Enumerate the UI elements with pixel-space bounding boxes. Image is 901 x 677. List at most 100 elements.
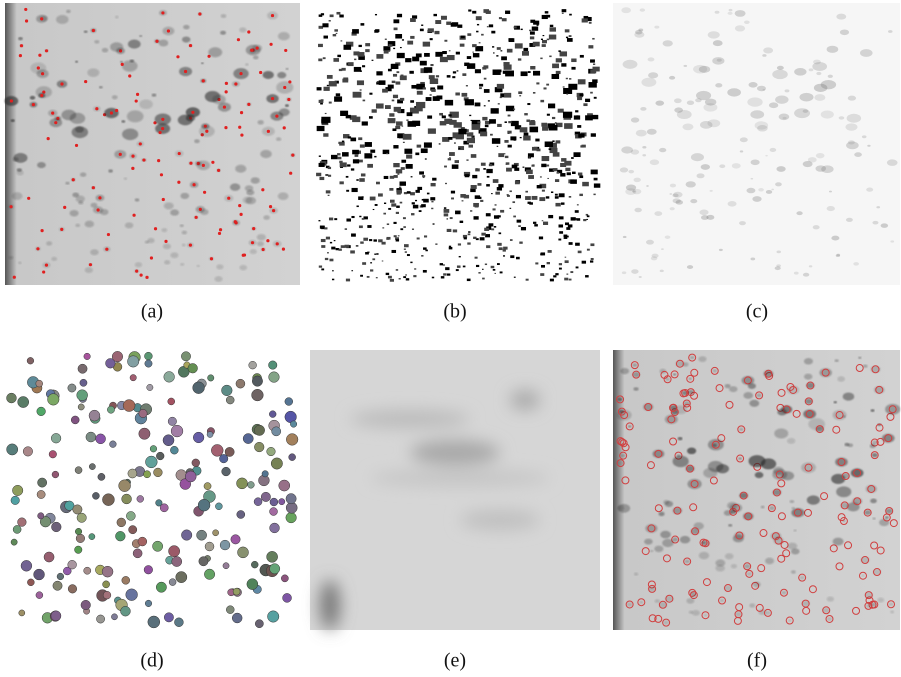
marker-circle [864,601,873,610]
spot [569,13,572,16]
spot [835,254,841,257]
spot [51,470,60,479]
spot [118,479,131,492]
spot [552,152,560,157]
spot [576,115,579,117]
marker-dot [36,247,40,251]
spot [509,190,512,193]
spot [339,141,345,146]
spot [734,25,746,32]
spot [122,399,136,412]
spot [820,110,834,119]
spot [468,144,473,148]
spot [803,373,813,380]
spot [523,132,529,136]
spot [846,141,859,150]
spot [861,135,867,139]
marker-circle [679,389,688,398]
spot [564,260,569,264]
spot [431,88,436,92]
spot [679,535,691,544]
spot [532,91,536,94]
spot [251,375,263,387]
marker-dot [27,196,31,200]
spot [200,62,204,65]
spot [177,114,193,126]
spot [90,202,98,208]
spot [221,466,231,477]
spot [459,220,464,223]
spot [672,537,679,542]
spot [395,269,399,271]
marker-circle [806,381,815,390]
marker-dot [177,151,181,156]
spot [75,126,84,133]
spot [590,243,595,247]
spot [446,75,451,78]
spot [429,78,439,84]
marker-circle [671,535,680,544]
spot [170,252,179,259]
marker-dot [74,143,79,148]
spot [491,30,496,34]
spot [539,183,547,189]
spot [565,36,569,39]
marker-dot [9,99,13,103]
marker-circle [736,454,745,463]
marker-circle [735,531,744,540]
spot [739,137,748,143]
spot [561,158,567,162]
spot [509,207,512,209]
spot [724,383,731,389]
spot [475,168,480,172]
spot [171,556,183,567]
spot [35,591,44,599]
spot [490,108,499,114]
spot [350,250,355,254]
spot [487,100,490,102]
spot [834,359,839,363]
spot [88,409,101,422]
spot [578,133,585,138]
spot [357,52,365,57]
spot [151,93,157,97]
spot [872,220,879,225]
spot [318,99,324,103]
spot [529,43,536,47]
spot [539,176,542,178]
blur-blob [350,410,470,428]
spot [541,39,547,44]
spot [549,24,554,28]
spot [870,409,875,412]
marker-dot [255,46,259,50]
spot [111,351,123,363]
marker-dot [145,275,149,279]
marker-dot [203,190,207,194]
spot [542,34,545,37]
spot [387,118,396,124]
spot [399,75,407,81]
marker-dot [88,263,93,267]
spot [155,581,167,593]
spot [75,223,81,228]
spot [358,137,363,141]
marker-dot [238,203,242,208]
spot [799,92,814,102]
spot [370,262,373,264]
spot [690,592,697,598]
marker-circle [675,359,684,368]
spot [391,249,397,253]
spot [8,256,14,260]
spot [123,177,128,180]
marker-circle [763,608,772,617]
marker-circle [837,458,846,467]
spot [432,177,437,181]
spot [536,185,542,189]
spot [456,265,461,268]
spot [479,87,482,90]
spot [235,164,247,173]
marker-circle [667,415,676,424]
spot [410,261,413,264]
spot [20,560,33,572]
spot [540,252,546,256]
